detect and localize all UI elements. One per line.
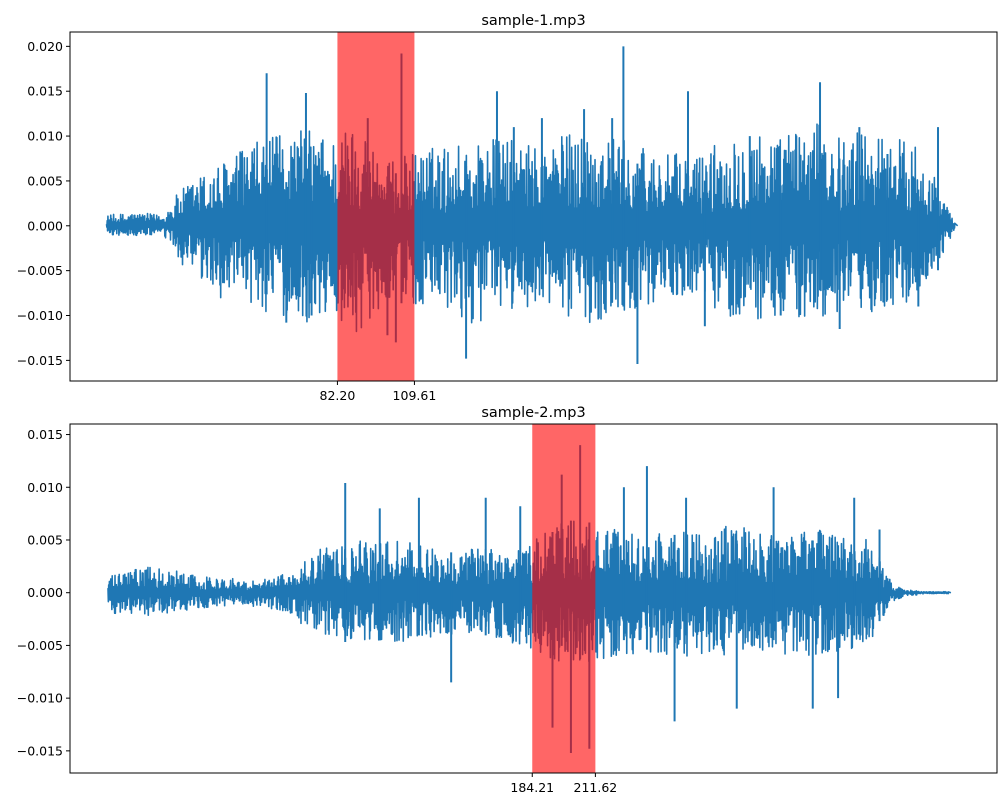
highlight-region [532,424,596,773]
chart-title: sample-2.mp3 [481,405,585,421]
highlight-region [337,32,415,381]
y-tick-label: −0.005 [17,263,63,278]
y-tick-label: 0.005 [27,173,63,188]
x-tick-label: 211.62 [574,780,618,795]
y-tick-label: 0.010 [27,129,63,144]
y-tick-label: −0.010 [17,691,63,706]
y-tick-label: −0.010 [17,308,63,323]
plot-area [105,32,959,381]
y-axis: −0.015 −0.010 −0.005 0.000 0.005 0.010 0.015 0.… [17,39,70,368]
x-axis: 82.20 109.61 [320,381,437,403]
y-tick-label: −0.015 [17,353,63,368]
waveform-panel-sample-2: sample-2.mp3 −0.015 −0.010 −0.005 0.000 0.00… [17,405,998,795]
y-tick-label: −0.015 [17,743,63,758]
axes-frame [69,423,998,774]
x-tick-label: 82.20 [320,388,356,403]
y-tick-label: 0.005 [27,532,63,547]
y-tick-label: 0.010 [27,480,63,495]
x-tick-label: 184.21 [510,780,554,795]
waveform-line [107,520,952,663]
waveform-panel-sample-1: sample-1.mp3 −0.015 −0.010 −0.005 0.000 0.00… [17,13,998,403]
plot-area [107,424,952,773]
y-tick-label: 0.000 [27,218,63,233]
y-axis: −0.015 −0.010 −0.005 0.000 0.005 0.010 0.015 [17,427,70,758]
x-tick-label: 109.61 [393,388,437,403]
waveform-line [105,123,959,333]
chart-title: sample-1.mp3 [481,13,585,29]
y-tick-label: 0.015 [27,84,63,99]
y-tick-label: 0.000 [27,585,63,600]
y-tick-label: −0.005 [17,638,63,653]
y-tick-label: 0.020 [27,39,63,54]
y-tick-label: 0.015 [27,427,63,442]
x-axis: 184.21 211.62 [510,773,617,795]
axes-frame [69,31,998,382]
